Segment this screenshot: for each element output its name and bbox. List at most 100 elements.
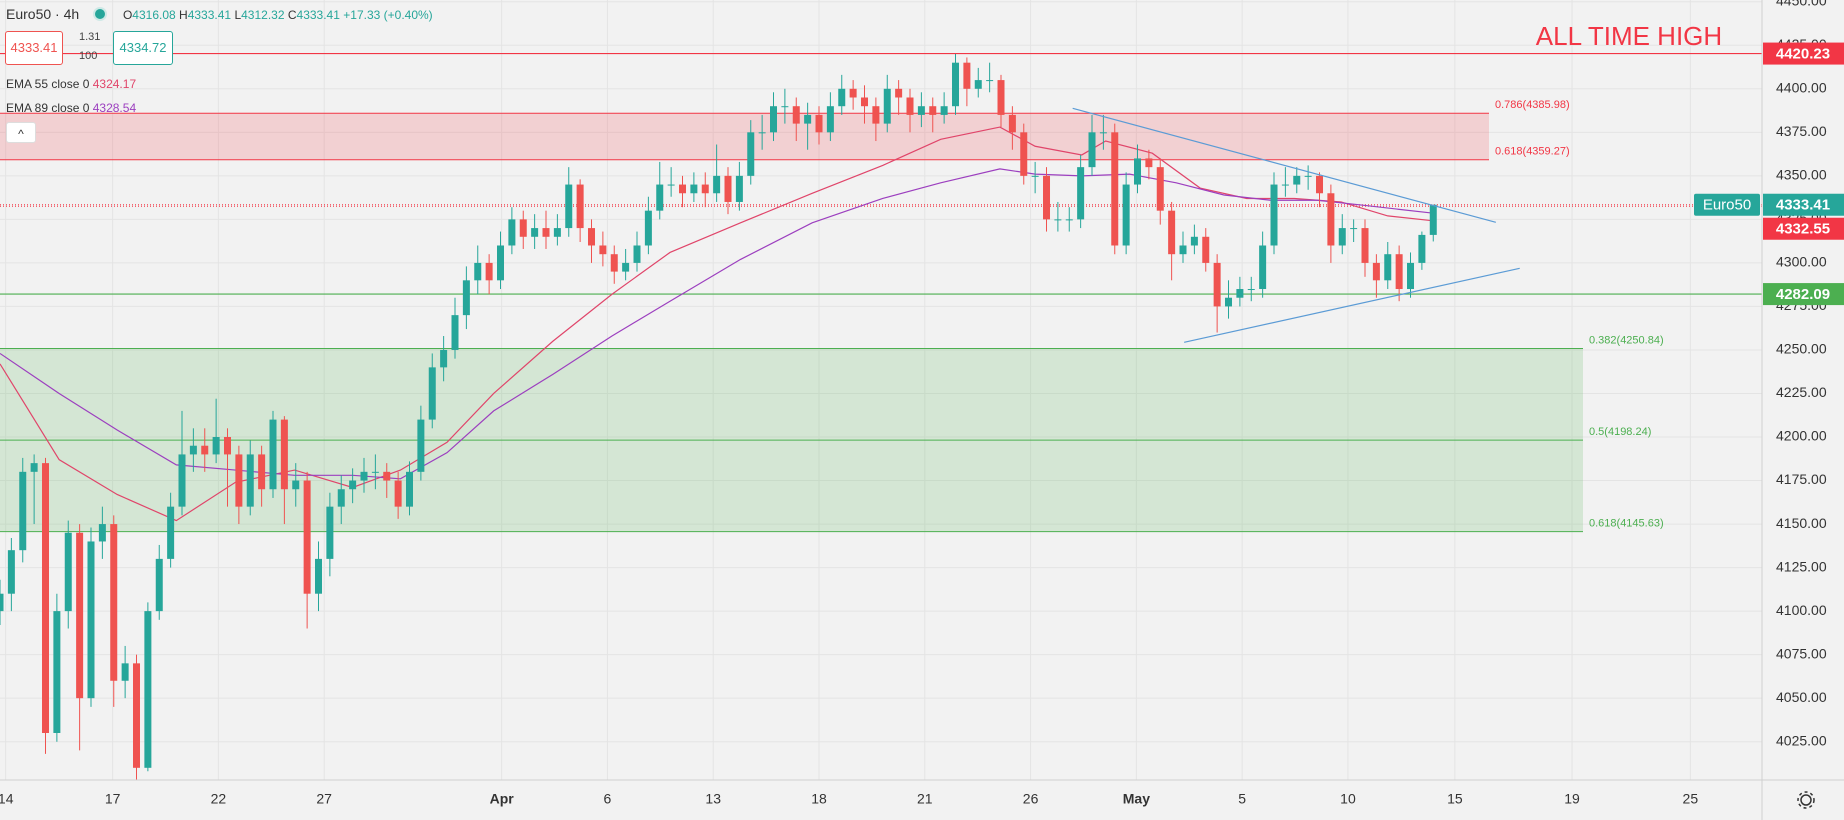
candle-body [53,611,61,733]
fib-label: 0.382(4250.84) [1589,334,1664,346]
candle-body [1327,193,1335,246]
x-tick-label: 19 [1564,791,1580,807]
price-label: 4332.55 [1776,221,1830,238]
quantity: 100 [79,50,98,62]
candle-body [531,228,539,237]
x-tick-label: May [1123,791,1150,807]
candle-body [1350,228,1358,230]
candle-body [144,611,152,768]
candle-body [235,454,243,507]
y-tick-label: 4400.00 [1776,79,1827,95]
candle-body [849,88,857,98]
candle-body [553,228,561,237]
candle-body [1099,132,1107,134]
status-dot [93,7,108,21]
x-tick-label: 21 [917,791,933,807]
candle-body [747,132,755,176]
candle-body [917,106,925,115]
price-label-box [1763,42,1844,65]
candle-body [1190,236,1198,246]
price-label: 4420.23 [1776,46,1830,63]
trendline [1072,107,1496,223]
x-tick-label: 13 [705,791,721,807]
candle-body [383,471,391,481]
indicator-value: 4328.54 [92,101,137,115]
candle-body [1395,254,1403,290]
candle-body [895,88,903,98]
ema-line [0,168,1434,480]
y-tick-label: 4175.00 [1776,471,1827,487]
y-tick-label: 4450.00 [1776,0,1827,8]
price-label-box [1763,283,1844,306]
candle-body [19,471,27,551]
sell-button[interactable]: 4333.41 [5,31,63,65]
annotation: ALL TIME HIGH [1536,21,1722,51]
candle-body [1418,234,1426,263]
y-tick-label: 4250.00 [1776,341,1827,357]
candle-body [508,219,516,246]
buy-button[interactable]: 4334.72 [113,31,173,65]
fib-label: 0.5(4198.24) [1589,426,1651,438]
fib-label: 0.618(4145.63) [1589,518,1664,530]
candle-body [565,184,573,229]
candle-body [1429,204,1437,235]
indicator-legend: EMA 89 close 0 4328.54 [6,101,136,115]
ohlc-value: 4333.41 [187,8,232,22]
x-tick-label: 25 [1683,791,1699,807]
candle-body [1293,175,1301,185]
candle-body [178,454,186,507]
candle-body [1008,114,1016,133]
candle-body [1372,262,1380,281]
settings-icon[interactable] [1797,791,1815,809]
y-tick-label: 4050.00 [1776,689,1827,705]
y-tick-label: 4375.00 [1776,123,1827,139]
candle-body [30,463,38,472]
spread: 1.31 [79,31,101,43]
candle-body [701,184,709,194]
candle-body [201,445,209,455]
candle-body [519,219,527,237]
y-tick-label: 4025.00 [1776,732,1827,748]
candle-body [542,228,550,237]
y-tick-label: 4200.00 [1776,428,1827,444]
candle-body [1202,236,1210,263]
candle-body [1054,219,1062,221]
price-label: 4282.09 [1776,286,1830,303]
candle-body [1213,262,1221,307]
x-tick-label: 26 [1023,791,1039,807]
plot-area: 0.786(4385.98) 0.618(4359.27) 0.382(4250.8… [0,0,1762,780]
y-tick-label: 4150.00 [1776,515,1827,531]
candle-body [64,532,72,612]
candle-body [883,88,891,124]
candle-body [1259,245,1267,290]
candle-body [133,663,141,768]
candle-body [1065,219,1073,221]
candle-body [280,419,288,490]
candle-body [155,558,163,612]
x-tick-label: 22 [211,791,227,807]
y-tick-label: 4125.00 [1776,558,1827,574]
candle-body [622,262,630,272]
candle-body [1043,175,1051,220]
symbol: Euro50 · 4h [6,6,80,22]
candle-body [940,106,948,115]
ohlc-label: H [179,8,188,22]
x-tick-label: 14 [0,791,14,807]
x-tick-label: 18 [811,791,827,807]
candle-body [588,228,596,246]
candle-body [371,471,379,473]
y-tick-label: 4300.00 [1776,254,1827,270]
candle-body [428,367,436,420]
ohlc-value: 4333.41 [296,8,340,22]
candle-body [42,463,50,733]
candle-body [1179,245,1187,255]
y-tick-label: 4225.00 [1776,384,1827,400]
candle-body [656,184,664,211]
ohlc-label: C [287,8,297,22]
collapse-button[interactable]: ^ [6,122,36,143]
candle-body [758,132,766,134]
candle-body [485,262,493,281]
candle-body [861,97,869,107]
indicator-legend: EMA 55 close 0 4324.17 [6,77,136,91]
